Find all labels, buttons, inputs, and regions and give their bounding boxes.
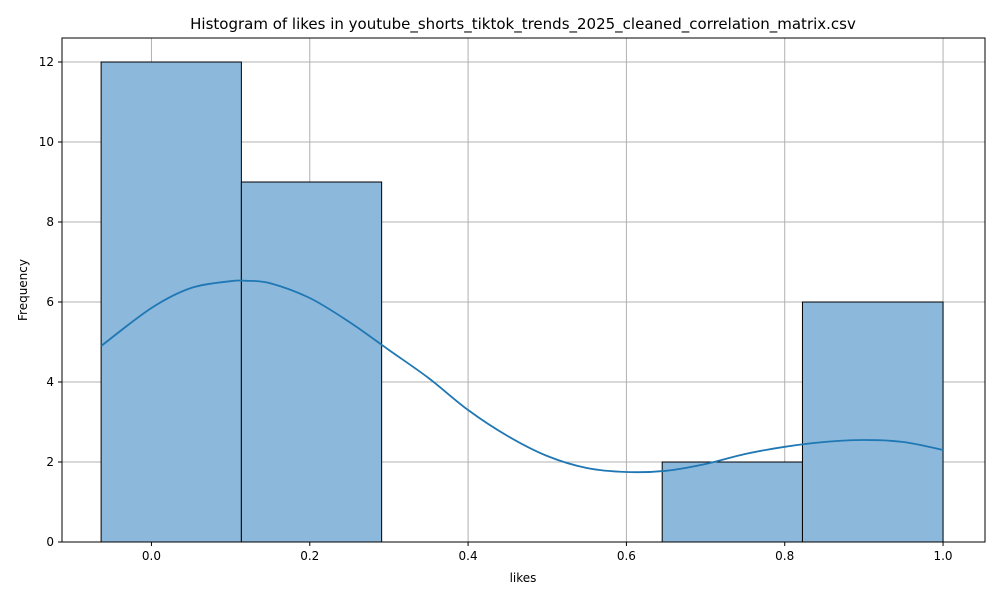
x-tick-label: 0.6 (617, 549, 636, 563)
histogram-bar (240, 181, 383, 543)
x-tick-label: 0.0 (142, 549, 161, 563)
x-tick-label: 0.4 (459, 549, 478, 563)
x-axis-label: likes (510, 571, 537, 585)
histogram-bar (661, 461, 803, 543)
y-tick-label: 12 (39, 55, 54, 69)
plot-area-frame (61, 37, 986, 543)
kde-curve-group (100, 279, 944, 474)
y-axis-label: Frequency (16, 259, 30, 321)
histogram-bars (100, 61, 944, 543)
x-tick-label: 0.2 (300, 549, 319, 563)
histogram-bar (100, 61, 242, 543)
chart-title: Histogram of likes in youtube_shorts_tik… (190, 15, 856, 34)
kde-curve (100, 279, 944, 474)
y-tick-label: 8 (46, 215, 54, 229)
x-tick-label: 0.8 (775, 549, 794, 563)
y-axis-ticks: 0 2 4 6 8 10 12 (39, 55, 62, 549)
y-tick-label: 2 (46, 455, 54, 469)
y-tick-label: 4 (46, 375, 54, 389)
x-tick-label: 1.0 (933, 549, 952, 563)
y-tick-label: 10 (39, 135, 54, 149)
y-tick-label: 0 (46, 535, 54, 549)
y-tick-label: 6 (46, 295, 54, 309)
histogram-bar (801, 301, 944, 543)
x-axis-ticks: 0.0 0.2 0.4 0.6 0.8 1.0 (142, 542, 953, 563)
